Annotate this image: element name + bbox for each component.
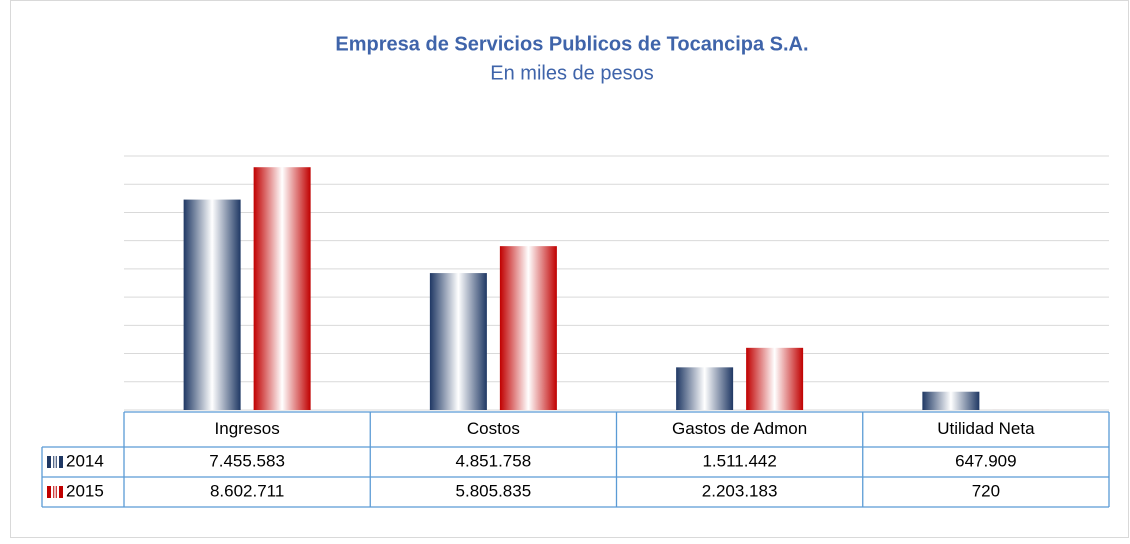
x-tick-label: Costos [467,419,520,438]
chart-title: Empresa de Servicios Publicos de Tocanci… [335,33,808,55]
data-label: 1.511.442 [702,451,776,470]
data-label: 8.602.711 [210,481,284,500]
legend-swatch [47,486,51,498]
data-label: 720 [972,481,1000,500]
legend-swatch [53,456,57,468]
bar [184,200,241,410]
chart-subtitle: En miles de pesos [490,62,653,84]
bar [676,367,733,410]
data-label: 2.203.183 [702,481,778,500]
bar [254,167,311,410]
legend-swatch [53,486,57,498]
legend-swatch [47,456,51,468]
legend-swatch [59,486,63,498]
legend-label: 2015 [66,481,104,500]
x-tick-label: Gastos de Admon [672,419,807,438]
data-label: 5.805.835 [456,481,532,500]
data-label: 4.851.758 [456,451,532,470]
bar [500,246,557,410]
bar [430,273,487,410]
legend-label: 2014 [66,451,104,470]
legend-swatch [59,456,63,468]
x-tick-label: Utilidad Neta [937,419,1035,438]
bar [746,348,803,410]
x-tick-label: Ingresos [215,419,280,438]
bar [922,392,979,410]
data-label: 647.909 [955,451,1016,470]
data-label: 7.455.583 [209,451,285,470]
